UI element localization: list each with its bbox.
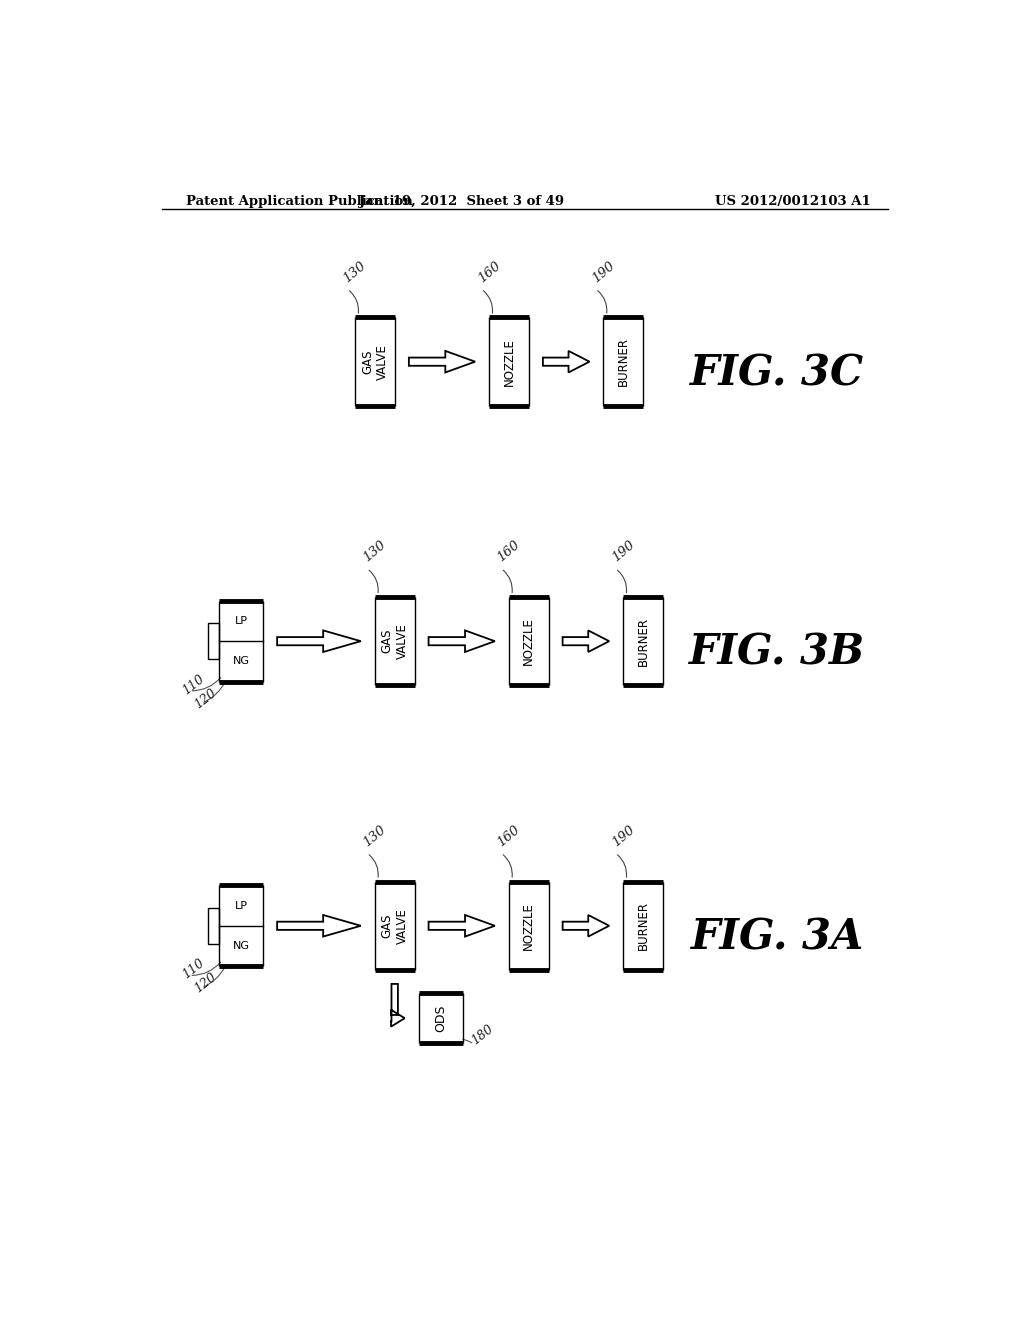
Text: NG: NG bbox=[232, 941, 250, 950]
Text: FIG. 3B: FIG. 3B bbox=[689, 632, 865, 673]
Polygon shape bbox=[278, 631, 360, 652]
Polygon shape bbox=[429, 915, 495, 937]
Bar bbox=[603, 317, 643, 407]
Polygon shape bbox=[562, 631, 609, 652]
Polygon shape bbox=[409, 351, 475, 372]
Text: ODS: ODS bbox=[434, 1005, 447, 1032]
Text: NOZZLE: NOZZLE bbox=[522, 902, 536, 949]
Text: 160: 160 bbox=[495, 539, 522, 565]
Text: GAS
VALVE: GAS VALVE bbox=[381, 908, 409, 944]
Bar bbox=[218, 601, 263, 681]
Bar bbox=[623, 597, 664, 685]
Text: GAS
VALVE: GAS VALVE bbox=[381, 623, 409, 659]
Text: Jan. 19, 2012  Sheet 3 of 49: Jan. 19, 2012 Sheet 3 of 49 bbox=[359, 194, 564, 207]
Bar bbox=[419, 993, 463, 1043]
Text: 120: 120 bbox=[191, 970, 218, 995]
Text: NOZZLE: NOZZLE bbox=[503, 338, 515, 385]
Bar bbox=[623, 882, 664, 970]
Text: LP: LP bbox=[234, 900, 248, 911]
Text: 190: 190 bbox=[590, 259, 617, 285]
Text: 190: 190 bbox=[609, 539, 637, 565]
Polygon shape bbox=[278, 915, 360, 937]
Text: 110: 110 bbox=[180, 957, 207, 982]
Text: BURNER: BURNER bbox=[637, 902, 649, 950]
Text: 180: 180 bbox=[469, 1022, 497, 1047]
Bar bbox=[208, 908, 218, 944]
Text: BURNER: BURNER bbox=[637, 616, 649, 665]
Text: US 2012/0012103 A1: US 2012/0012103 A1 bbox=[715, 194, 870, 207]
Text: FIG. 3C: FIG. 3C bbox=[690, 352, 864, 395]
Text: 130: 130 bbox=[360, 539, 388, 565]
Text: BURNER: BURNER bbox=[616, 337, 630, 387]
Bar bbox=[375, 597, 415, 685]
Text: GAS
VALVE: GAS VALVE bbox=[361, 343, 389, 380]
Text: Patent Application Publication: Patent Application Publication bbox=[185, 194, 413, 207]
Text: 190: 190 bbox=[609, 824, 637, 849]
Bar bbox=[208, 623, 218, 660]
Text: 160: 160 bbox=[475, 259, 503, 285]
Polygon shape bbox=[562, 915, 609, 937]
Text: 120: 120 bbox=[191, 686, 218, 711]
Bar bbox=[355, 317, 395, 407]
Bar bbox=[218, 886, 263, 966]
Text: FIG. 3A: FIG. 3A bbox=[690, 916, 863, 958]
Text: LP: LP bbox=[234, 616, 248, 626]
Polygon shape bbox=[391, 983, 404, 1027]
Text: NG: NG bbox=[232, 656, 250, 667]
Bar bbox=[375, 882, 415, 970]
Text: 160: 160 bbox=[495, 824, 522, 849]
Bar bbox=[509, 597, 549, 685]
Text: 130: 130 bbox=[360, 824, 388, 849]
Text: 110: 110 bbox=[180, 672, 207, 697]
Bar bbox=[489, 317, 529, 407]
Text: NOZZLE: NOZZLE bbox=[522, 618, 536, 665]
Polygon shape bbox=[429, 631, 495, 652]
Bar bbox=[509, 882, 549, 970]
Polygon shape bbox=[543, 351, 590, 372]
Text: 130: 130 bbox=[341, 259, 369, 285]
